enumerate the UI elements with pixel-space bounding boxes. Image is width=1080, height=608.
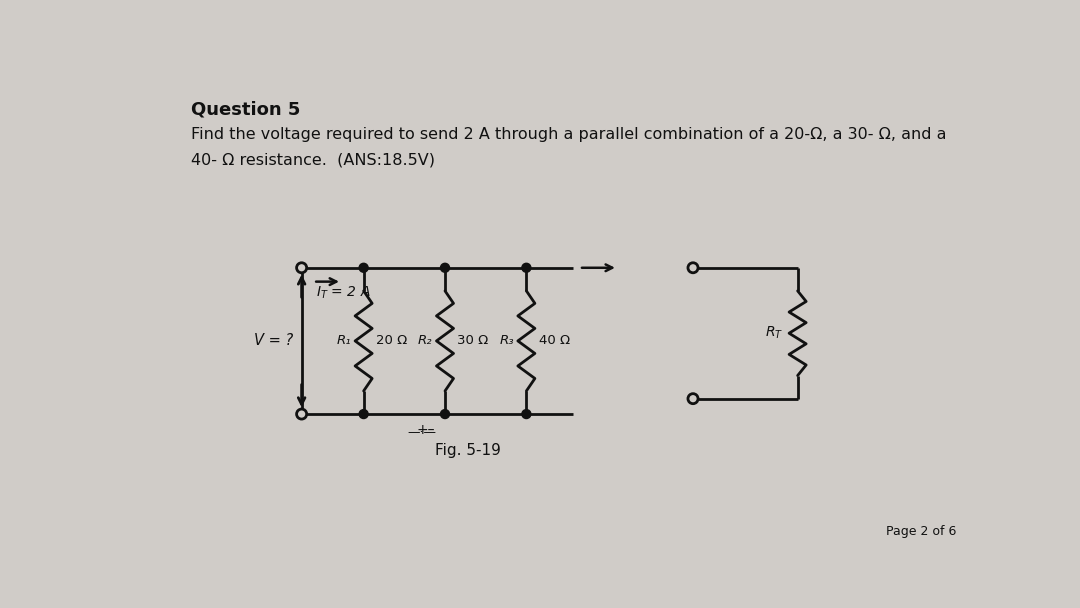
Circle shape <box>360 263 368 272</box>
Text: +–: +– <box>417 423 435 437</box>
Circle shape <box>688 393 698 404</box>
Text: Question 5: Question 5 <box>191 101 300 119</box>
Text: V = ?: V = ? <box>254 333 293 348</box>
Text: R₂: R₂ <box>418 334 433 347</box>
Text: $R_T$: $R_T$ <box>766 325 784 342</box>
Circle shape <box>441 410 449 418</box>
Text: Fig. 5-19: Fig. 5-19 <box>435 443 501 458</box>
Text: 40- Ω resistance.  (ANS:18.5V): 40- Ω resistance. (ANS:18.5V) <box>191 152 435 167</box>
Text: $I_T$ = 2 A: $I_T$ = 2 A <box>315 285 370 301</box>
Circle shape <box>360 410 368 418</box>
Circle shape <box>522 263 531 272</box>
Text: 40 Ω: 40 Ω <box>539 334 570 347</box>
Text: R₁: R₁ <box>337 334 351 347</box>
Circle shape <box>688 263 698 273</box>
Text: 30 Ω: 30 Ω <box>458 334 488 347</box>
Text: Find the voltage required to send 2 A through a parallel combination of a 20-Ω, : Find the voltage required to send 2 A th… <box>191 127 946 142</box>
Circle shape <box>522 410 531 418</box>
Text: 20 Ω: 20 Ω <box>376 334 407 347</box>
Circle shape <box>297 409 307 419</box>
Circle shape <box>297 263 307 273</box>
Text: Page 2 of 6: Page 2 of 6 <box>886 525 957 538</box>
Circle shape <box>441 263 449 272</box>
Text: R₃: R₃ <box>499 334 514 347</box>
Text: —·—: —·— <box>407 426 436 438</box>
